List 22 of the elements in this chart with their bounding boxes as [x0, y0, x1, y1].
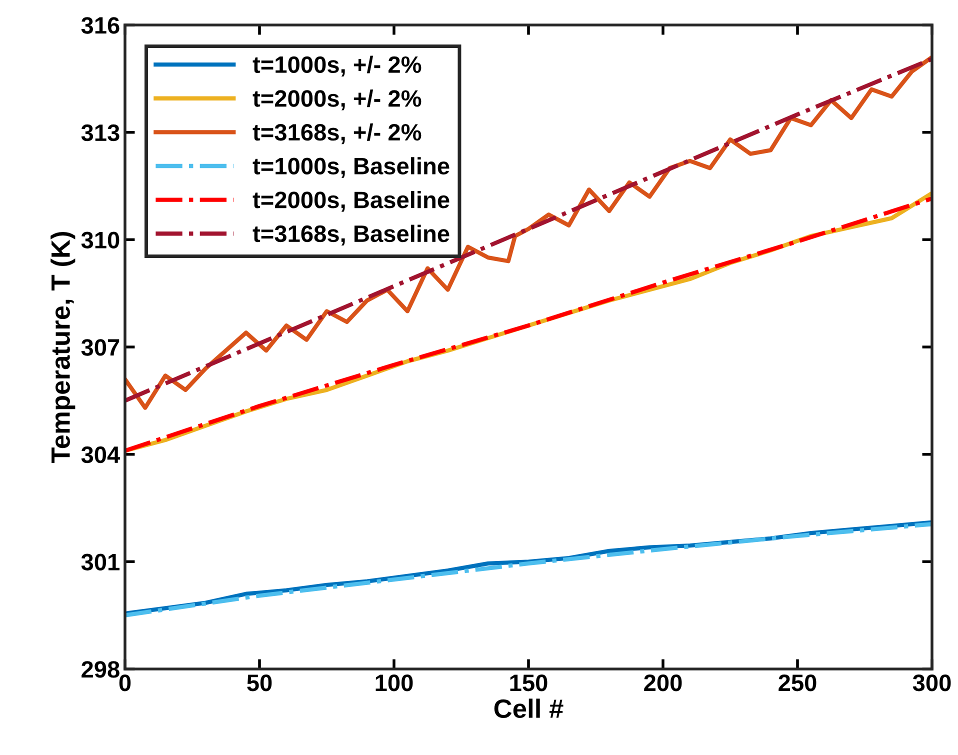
- y-tick-label: 313: [81, 124, 120, 142]
- legend-label: t=2000s, +/- 2%: [252, 90, 422, 110]
- x-tick-label: 300: [912, 674, 951, 692]
- x-tick-label: 200: [644, 674, 682, 692]
- x-tick-label: 100: [376, 674, 413, 692]
- y-axis-title: Temperature, T (K): [50, 232, 76, 464]
- y-tick-label: 310: [81, 232, 120, 248]
- legend-label: t=3168s, Baseline: [252, 224, 450, 246]
- y-tick-label: 298: [82, 661, 120, 678]
- y-tick-label: 304: [81, 446, 120, 464]
- legend-label: t=2000s, Baseline: [252, 190, 450, 212]
- x-tick-label: 150: [510, 674, 548, 692]
- legend-label: t=1000s, Baseline: [252, 157, 450, 178]
- y-tick-label: 307: [81, 339, 120, 356]
- x-axis-title: Cell #: [494, 698, 564, 718]
- y-tick-label: 316: [81, 17, 120, 34]
- x-tick-label: 50: [247, 674, 272, 692]
- x-tick-label: 250: [778, 674, 816, 692]
- x-tick-label: 0: [119, 674, 131, 692]
- legend-label: t=3168s, +/- 2%: [252, 123, 422, 144]
- legend-label: t=1000s, +/- 2%: [252, 56, 422, 76]
- y-tick-label: 301: [81, 554, 120, 570]
